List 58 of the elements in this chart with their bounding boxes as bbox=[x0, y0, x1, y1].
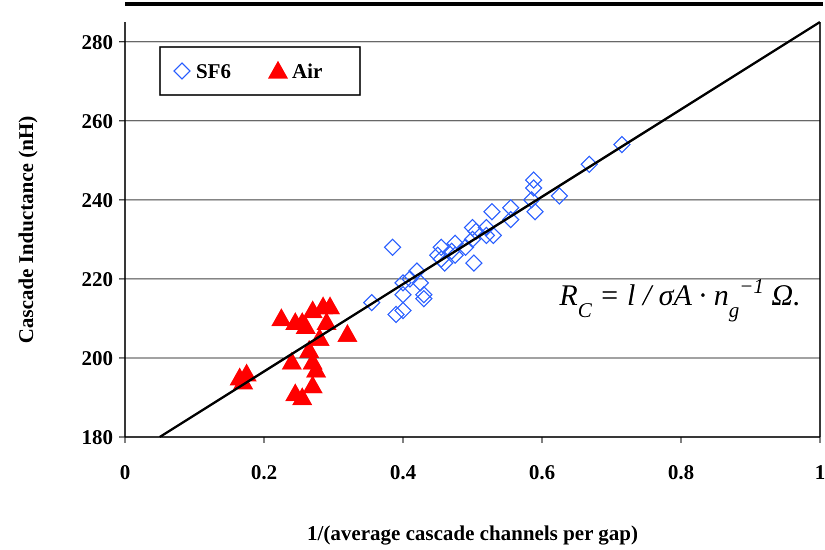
point bbox=[394, 286, 412, 304]
point bbox=[456, 238, 474, 256]
point bbox=[384, 238, 402, 256]
point bbox=[478, 218, 496, 236]
point bbox=[412, 274, 430, 292]
point bbox=[316, 312, 336, 330]
point bbox=[296, 316, 316, 334]
legend-label: SF6 bbox=[196, 59, 232, 83]
y-tick-label: 260 bbox=[82, 108, 113, 133]
point bbox=[443, 242, 460, 260]
x-tick-label: 0 bbox=[120, 460, 130, 484]
point bbox=[303, 376, 322, 394]
x-tick-label: 1 bbox=[814, 460, 825, 484]
point bbox=[408, 262, 426, 280]
point bbox=[363, 294, 380, 312]
point bbox=[292, 388, 312, 406]
point bbox=[446, 234, 464, 252]
point bbox=[464, 230, 482, 248]
point bbox=[436, 254, 454, 272]
point bbox=[272, 308, 292, 326]
legend-label: Air bbox=[292, 59, 322, 83]
point bbox=[387, 306, 405, 324]
point bbox=[522, 191, 540, 209]
point bbox=[478, 226, 496, 244]
annotation: R$_{C}$ = l / σA · n$_{g}$$^{−1}$ Ω. bbox=[558, 274, 801, 322]
point bbox=[401, 270, 419, 288]
point bbox=[415, 290, 432, 308]
point bbox=[394, 274, 412, 292]
point bbox=[282, 352, 302, 370]
point bbox=[526, 203, 544, 220]
point bbox=[502, 210, 520, 228]
point bbox=[464, 218, 482, 236]
point bbox=[580, 156, 598, 173]
point bbox=[432, 238, 450, 256]
point bbox=[525, 171, 542, 189]
x-tick-label: 0.8 bbox=[668, 460, 694, 484]
y-axis-title: Cascade Inductance (nH) bbox=[14, 116, 38, 344]
x-tick-label: 0.2 bbox=[250, 460, 278, 484]
point bbox=[465, 254, 483, 272]
y-tick-label: 280 bbox=[82, 30, 113, 54]
y-tick-label: 220 bbox=[82, 266, 113, 291]
point bbox=[525, 179, 542, 197]
point bbox=[446, 246, 464, 264]
point bbox=[415, 286, 432, 304]
x-tick-label: 0.4 bbox=[390, 460, 417, 484]
y-tick-label: 200 bbox=[82, 346, 113, 370]
point bbox=[394, 302, 412, 320]
point bbox=[502, 199, 520, 216]
point bbox=[613, 136, 631, 154]
point bbox=[484, 226, 502, 244]
point bbox=[483, 203, 501, 220]
y-tick-label: 180 bbox=[82, 425, 113, 449]
x-axis-title: 1/(average cascade channels per gap) bbox=[307, 521, 638, 545]
point bbox=[320, 296, 340, 314]
point bbox=[338, 324, 358, 342]
point bbox=[550, 187, 568, 205]
x-tick-label: 0.6 bbox=[528, 460, 556, 484]
y-tick-label: 240 bbox=[82, 188, 113, 212]
